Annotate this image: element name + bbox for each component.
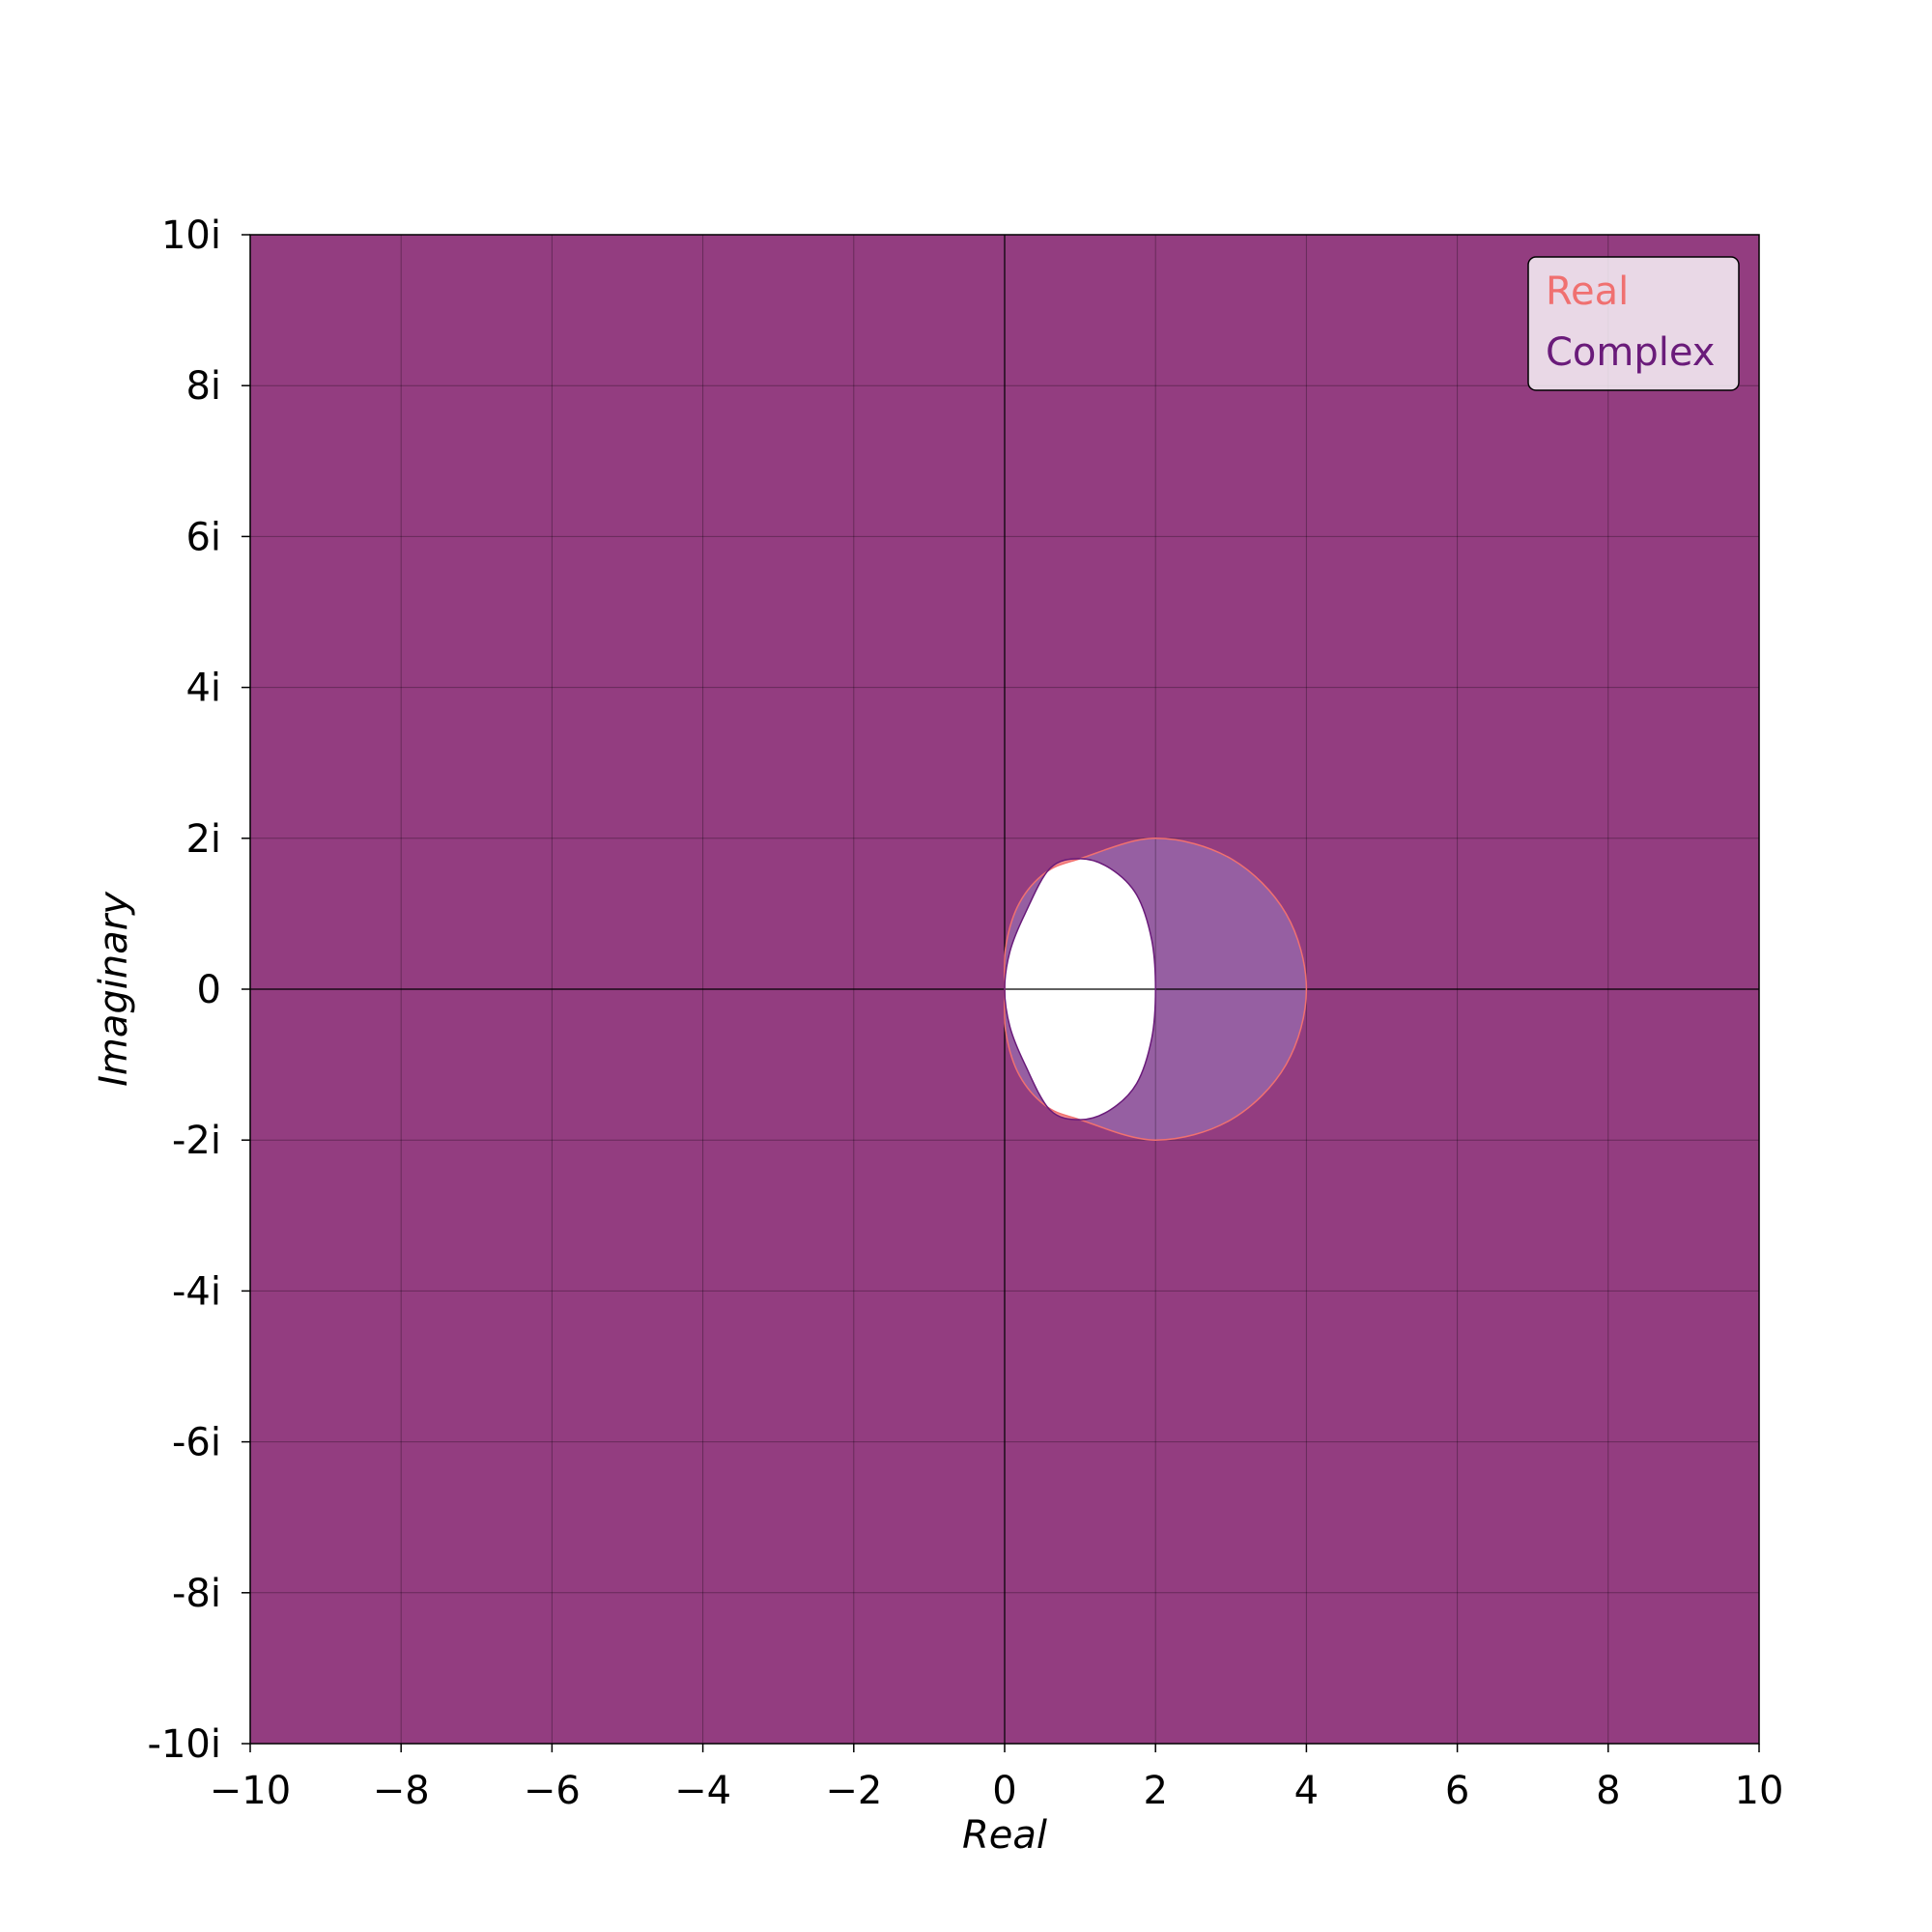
y-tick-label: 4i xyxy=(185,667,221,711)
y-tick-label: -2i xyxy=(172,1119,221,1163)
y-tick-label: -6i xyxy=(172,1421,221,1465)
x-tick-label: −4 xyxy=(674,1769,731,1813)
y-tick-label: 0 xyxy=(197,968,221,1012)
y-tick-label: -10i xyxy=(148,1722,221,1767)
y-tick-label: -4i xyxy=(172,1269,221,1314)
y-axis-title: Imaginary xyxy=(92,891,136,1087)
y-tick-label: 2i xyxy=(185,817,221,862)
x-tick-label: −8 xyxy=(373,1769,430,1813)
y-tick-label: 6i xyxy=(185,515,221,559)
boundary-real xyxy=(1004,838,1308,1141)
boundary-complex xyxy=(1004,858,1156,1121)
x-tick-label: −2 xyxy=(825,1769,882,1813)
legend-entry-real: Real xyxy=(1546,270,1629,314)
x-tick-label: 0 xyxy=(992,1769,1016,1813)
y-tick-label: 10i xyxy=(161,213,221,258)
x-tick-label: 4 xyxy=(1294,1769,1319,1813)
x-tick-label: 2 xyxy=(1143,1769,1167,1813)
x-tick-label: 10 xyxy=(1735,1769,1784,1813)
x-axis-title: Real xyxy=(962,1813,1047,1858)
x-tick-label: −10 xyxy=(210,1769,291,1813)
legend: Real Complex xyxy=(1527,256,1740,391)
x-tick-label: −6 xyxy=(524,1769,581,1813)
x-tick-label: 6 xyxy=(1445,1769,1469,1813)
legend-entry-complex: Complex xyxy=(1546,330,1715,375)
x-tick-label: 8 xyxy=(1596,1769,1620,1813)
y-tick-label: -8i xyxy=(172,1572,221,1616)
y-tick-label: 8i xyxy=(185,364,221,409)
legend-box xyxy=(1527,256,1740,391)
